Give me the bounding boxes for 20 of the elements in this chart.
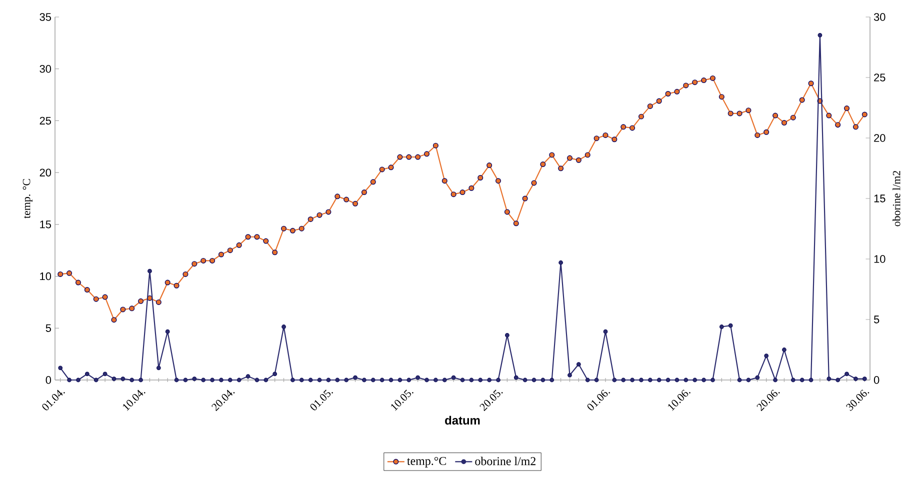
y-tick-label: 30 bbox=[40, 64, 52, 73]
y2-tick-label: 15 bbox=[874, 194, 886, 202]
y2-tick-label: 0 bbox=[874, 376, 880, 384]
y-tick-label: 10 bbox=[40, 272, 52, 280]
y2-tick-label: 5 bbox=[874, 316, 880, 324]
y-tick-label: 5 bbox=[46, 324, 52, 332]
y-tick-label: 20 bbox=[40, 168, 52, 176]
y-tick-label: 25 bbox=[40, 116, 52, 125]
y-axis-title: temp. °C bbox=[22, 179, 32, 218]
y2-axis-title: oborine l/m2 bbox=[892, 170, 900, 226]
y-tick-label: 15 bbox=[40, 220, 52, 228]
y-tick-label: 0 bbox=[46, 376, 52, 384]
y-tick-label: 35 bbox=[40, 13, 52, 21]
x-axis-title: datum bbox=[445, 416, 480, 425]
y2-tick-label: 25 bbox=[874, 74, 886, 82]
legend-label: temp.°C bbox=[407, 456, 446, 468]
y2-tick-label: 10 bbox=[874, 255, 886, 263]
legend-label: oborine l/m2 bbox=[475, 456, 536, 466]
y2-tick-label: 20 bbox=[874, 134, 886, 142]
y2-tick-label: 30 bbox=[874, 13, 886, 21]
